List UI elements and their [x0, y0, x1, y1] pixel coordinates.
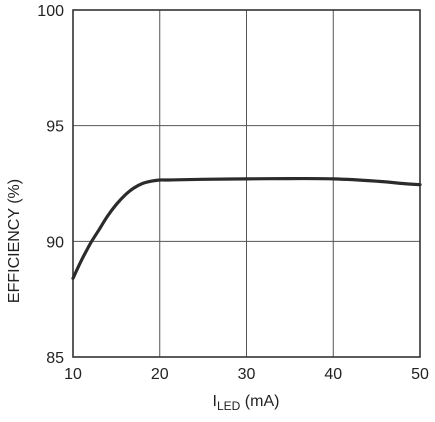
x-axis-label-unit: (mA) — [240, 393, 279, 410]
x-tick-label: 10 — [64, 366, 82, 383]
x-tick-label: 40 — [324, 366, 342, 383]
x-tick-label: 50 — [411, 366, 429, 383]
y-tick-label: 95 — [46, 119, 64, 136]
x-axis-label: ILED (mA) — [213, 393, 280, 413]
y-tick-label: 85 — [46, 350, 64, 367]
grid — [73, 10, 420, 357]
y-tick-label: 90 — [46, 234, 64, 251]
y-axis-ticks: 85 90 95 100 — [37, 3, 64, 367]
x-tick-label: 20 — [151, 366, 169, 383]
y-tick-label: 100 — [37, 3, 64, 20]
efficiency-series-line — [71, 176, 422, 280]
x-tick-label: 30 — [238, 366, 256, 383]
x-axis-label-subscript: LED — [217, 399, 241, 413]
x-axis-ticks: 10 20 30 40 50 — [64, 366, 429, 383]
y-axis-label: EFFICIENCY (%) — [6, 179, 23, 303]
x-axis-label-main: I — [213, 393, 217, 410]
